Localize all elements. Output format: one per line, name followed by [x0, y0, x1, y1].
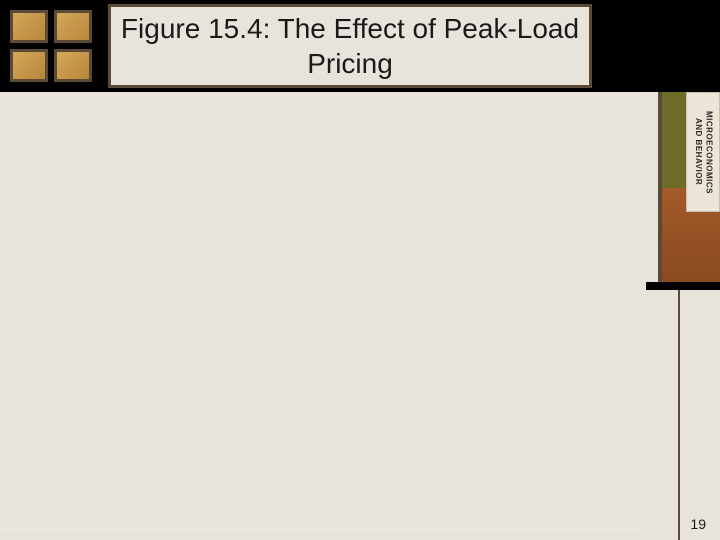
sidebar-thin-line [678, 290, 680, 540]
book-spine-line2: AND BEHAVIOR [694, 118, 703, 185]
book-spine-label: MICROECONOMICS AND BEHAVIOR [693, 111, 714, 194]
sidebar-divider [646, 282, 720, 290]
slide-title: Figure 15.4: The Effect of Peak-Load Pri… [111, 11, 589, 81]
logo-grid [6, 6, 96, 86]
content-area [0, 92, 640, 532]
book-spine-line1: MICROECONOMICS [704, 111, 713, 194]
page-number: 19 [690, 516, 706, 532]
logo-square-2 [54, 10, 92, 43]
logo-square-1 [10, 10, 48, 43]
book-spine: MICROECONOMICS AND BEHAVIOR [686, 92, 720, 212]
logo-square-4 [54, 49, 92, 82]
slide: Figure 15.4: The Effect of Peak-Load Pri… [0, 0, 720, 540]
logo-square-3 [10, 49, 48, 82]
sidebar-top-dark [658, 0, 720, 92]
title-box: Figure 15.4: The Effect of Peak-Load Pri… [108, 4, 592, 88]
right-sidebar: MICROECONOMICS AND BEHAVIOR [658, 0, 720, 540]
